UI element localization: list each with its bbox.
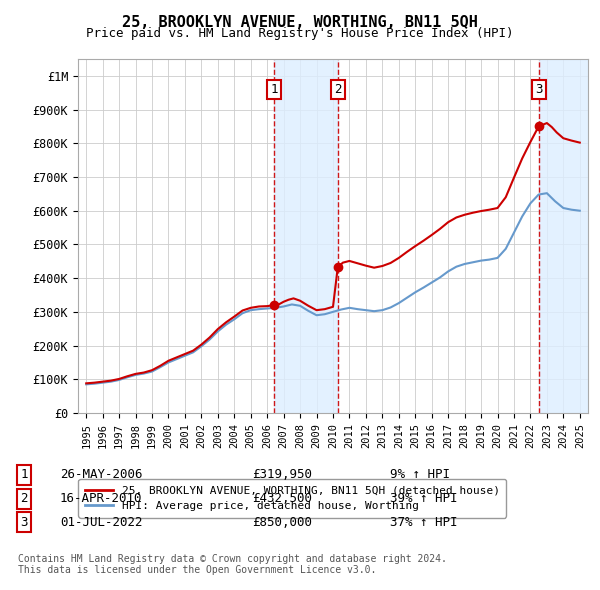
Text: 2: 2 <box>334 83 341 96</box>
Text: This data is licensed under the Open Government Licence v3.0.: This data is licensed under the Open Gov… <box>18 565 376 575</box>
Text: 39% ↑ HPI: 39% ↑ HPI <box>390 492 458 505</box>
Text: Contains HM Land Registry data © Crown copyright and database right 2024.: Contains HM Land Registry data © Crown c… <box>18 553 447 563</box>
Bar <box>274 59 338 413</box>
Text: £432,500: £432,500 <box>252 492 312 505</box>
Bar <box>539 59 588 413</box>
Text: 3: 3 <box>20 516 28 529</box>
Text: 3: 3 <box>535 83 542 96</box>
Legend: 25, BROOKLYN AVENUE, WORTHING, BN11 5QH (detached house), HPI: Average price, de: 25, BROOKLYN AVENUE, WORTHING, BN11 5QH … <box>79 478 506 517</box>
Text: 9% ↑ HPI: 9% ↑ HPI <box>390 468 450 481</box>
Text: 1: 1 <box>270 83 278 96</box>
Text: £850,000: £850,000 <box>252 516 312 529</box>
Text: 37% ↑ HPI: 37% ↑ HPI <box>390 516 458 529</box>
Text: 16-APR-2010: 16-APR-2010 <box>60 492 143 505</box>
Text: 1: 1 <box>20 468 28 481</box>
Text: 26-MAY-2006: 26-MAY-2006 <box>60 468 143 481</box>
Text: £319,950: £319,950 <box>252 468 312 481</box>
Text: 01-JUL-2022: 01-JUL-2022 <box>60 516 143 529</box>
Text: 2: 2 <box>20 492 28 505</box>
Text: 25, BROOKLYN AVENUE, WORTHING, BN11 5QH: 25, BROOKLYN AVENUE, WORTHING, BN11 5QH <box>122 15 478 30</box>
Text: Price paid vs. HM Land Registry's House Price Index (HPI): Price paid vs. HM Land Registry's House … <box>86 27 514 40</box>
